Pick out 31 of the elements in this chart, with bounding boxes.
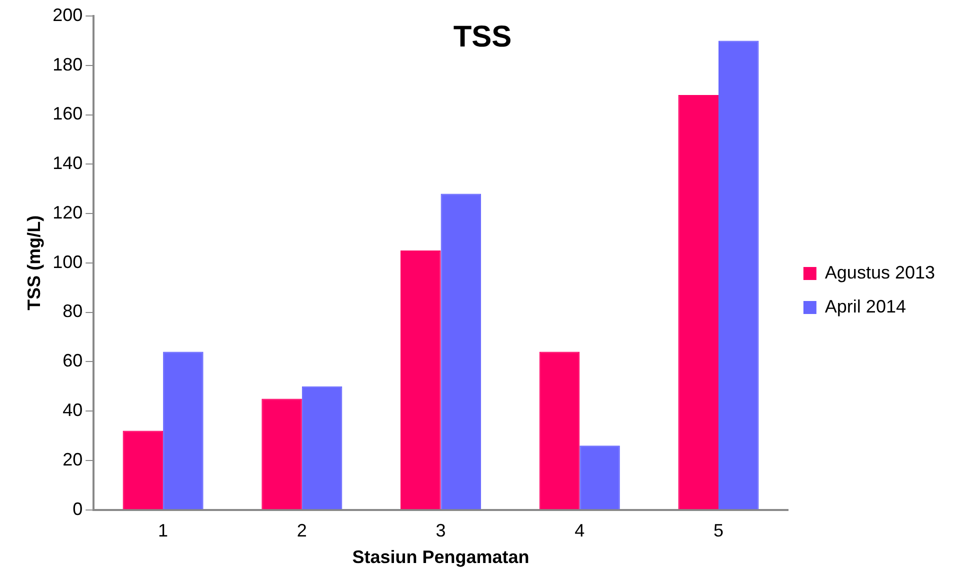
legend-label: April 2014 <box>824 296 906 316</box>
y-tick-label: 60 <box>62 350 83 371</box>
bar <box>440 194 482 510</box>
bar <box>122 430 164 510</box>
y-tick-label: 200 <box>52 4 83 25</box>
legend-label: Agustus 2013 <box>824 262 936 282</box>
bar <box>163 352 204 510</box>
bar <box>400 250 441 510</box>
y-tick-label: 100 <box>52 252 83 272</box>
bar <box>678 95 718 510</box>
x-tick-label: 3 <box>436 520 446 541</box>
chart-title: TSS <box>453 20 512 54</box>
x-tick-label: 4 <box>574 520 585 541</box>
y-tick-label: 0 <box>72 498 83 519</box>
x-axis-title: Stasiun Pengamatan <box>352 547 530 568</box>
x-tick-label: 2 <box>296 520 307 541</box>
x-tick-label: 5 <box>713 520 724 541</box>
y-tick-label: 180 <box>52 54 83 74</box>
x-tick-label: 1 <box>158 520 168 541</box>
bar <box>302 386 342 510</box>
y-tick-label: 20 <box>62 449 83 470</box>
bar <box>539 352 580 510</box>
y-tick-label: 160 <box>52 104 83 124</box>
y-axis-title: TSS (mg/L) <box>24 215 44 310</box>
bar <box>718 40 759 510</box>
bar <box>580 446 620 510</box>
bar <box>262 398 302 510</box>
y-tick-label: 120 <box>52 202 83 222</box>
y-tick-label: 140 <box>52 153 83 174</box>
y-tick-label: 40 <box>62 400 83 420</box>
y-tick-label: 80 <box>62 301 83 322</box>
